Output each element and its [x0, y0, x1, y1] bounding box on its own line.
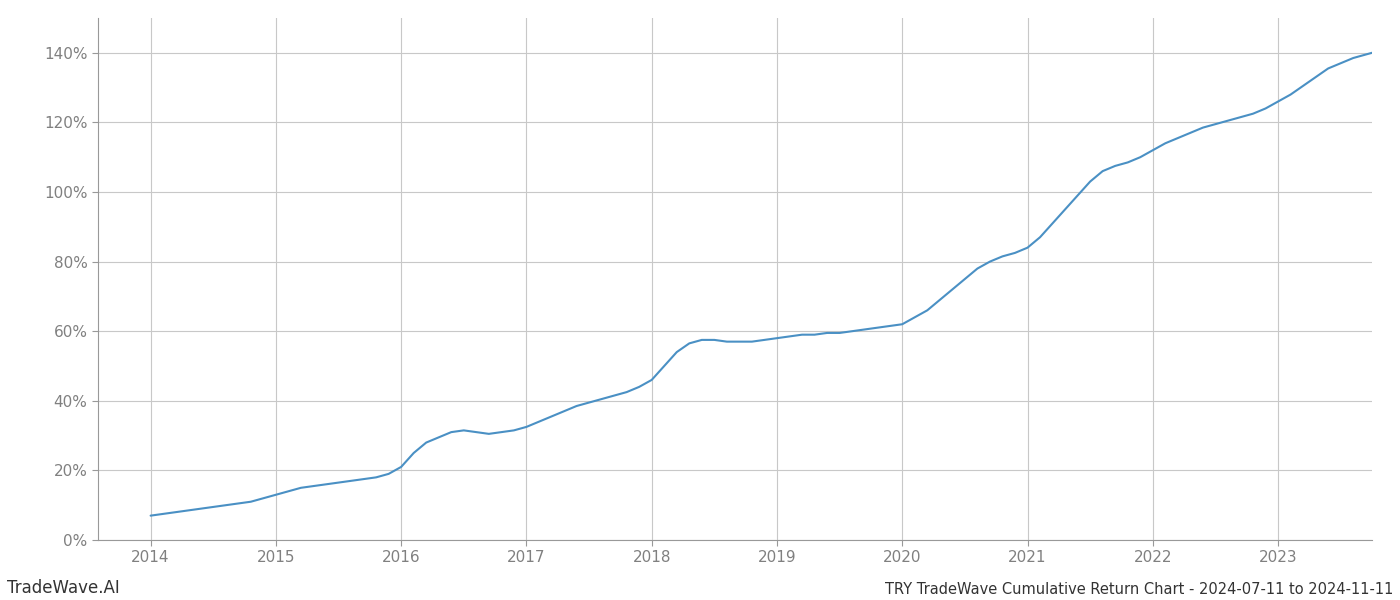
- Text: TradeWave.AI: TradeWave.AI: [7, 579, 120, 597]
- Text: TRY TradeWave Cumulative Return Chart - 2024-07-11 to 2024-11-11: TRY TradeWave Cumulative Return Chart - …: [885, 582, 1393, 597]
